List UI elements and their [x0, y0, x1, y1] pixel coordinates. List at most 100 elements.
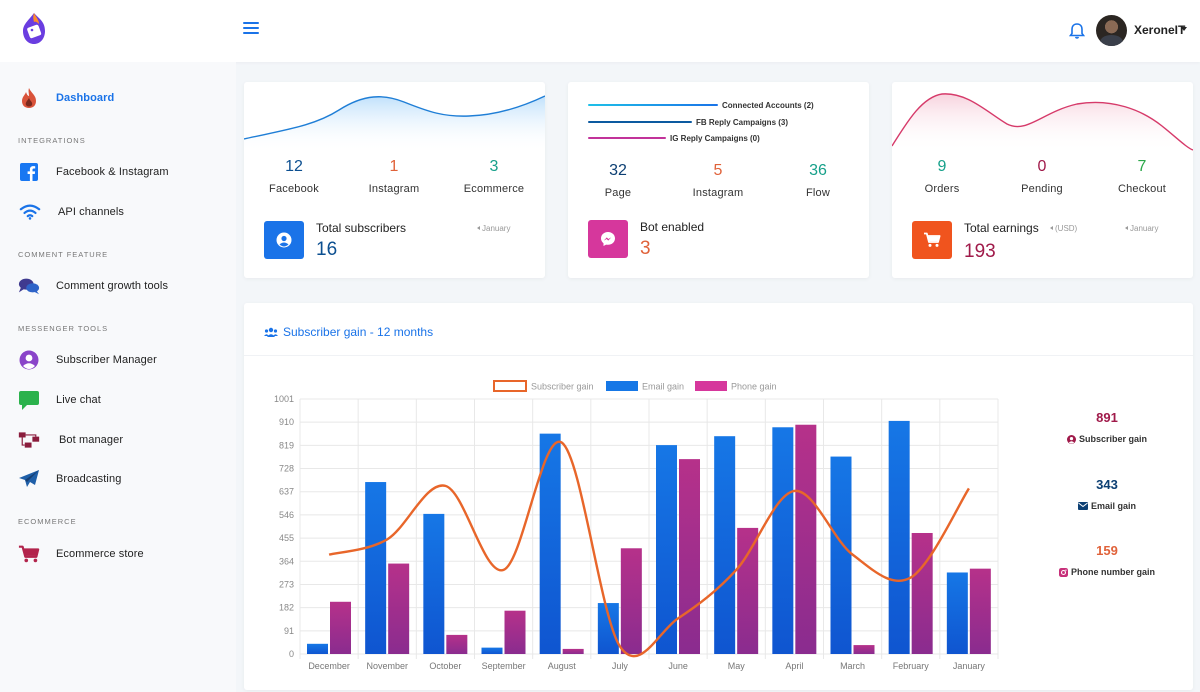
instagram-label: Instagram	[368, 183, 420, 195]
sidebar-item-live-chat[interactable]: Live chat	[0, 386, 236, 416]
x-tick-label: May	[728, 661, 746, 671]
menu-toggle-icon[interactable]	[243, 22, 259, 36]
sidebar-item-label: Broadcasting	[56, 473, 122, 485]
x-tick-label: December	[308, 661, 350, 671]
phone-gain-bar	[446, 634, 468, 654]
currency-label[interactable]: (USD)	[1050, 224, 1077, 233]
email-gain-bar	[772, 427, 794, 654]
flow-chart-icon	[18, 429, 40, 451]
subscriber-gain-caption: Subscriber gain	[1037, 434, 1177, 444]
earnings-trend-sparkline	[892, 93, 1193, 152]
y-tick-label: 0	[289, 649, 294, 659]
user-menu-caret-icon[interactable]	[1181, 27, 1187, 31]
x-tick-label: March	[840, 661, 865, 671]
phone-gain-bar	[737, 527, 759, 654]
flow-label: Flow	[805, 187, 831, 199]
x-tick-label: August	[548, 661, 577, 671]
instagram-label: Instagram	[692, 187, 744, 199]
x-tick-label: February	[893, 661, 930, 671]
notification-bell-icon[interactable]	[1069, 22, 1085, 40]
sidebar-item-api-channels[interactable]: API channels	[0, 198, 236, 228]
sidebar: Dashboard INTEGRATIONS Facebook & Instag…	[0, 62, 236, 692]
pending-label: Pending	[1021, 183, 1063, 195]
checkout-label: Checkout	[1117, 183, 1167, 195]
sidebar-item-label: Comment growth tools	[56, 280, 169, 292]
email-gain-bar	[946, 572, 968, 654]
wifi-icon	[19, 201, 41, 223]
panel-divider	[244, 355, 1193, 356]
email-gain-total: 343	[1096, 477, 1118, 492]
page-label: Page	[604, 187, 632, 199]
legend-fb-campaigns: FB Reply Campaigns (3)	[588, 117, 788, 127]
y-tick-label: 273	[279, 579, 294, 589]
email-gain-caption: Email gain	[1037, 501, 1177, 511]
cart-badge-icon	[912, 221, 952, 259]
subscribers-trend-sparkline	[244, 95, 545, 152]
phone-gain-bar	[330, 601, 351, 654]
subscriber-gain-total: 891	[1096, 410, 1118, 425]
chat-bubble-icon	[18, 389, 40, 411]
sidebar-item-ecommerce-store[interactable]: Ecommerce store	[0, 540, 236, 570]
phone-gain-bar	[795, 424, 817, 654]
comments-icon	[18, 275, 40, 297]
sidebar-item-label: API channels	[58, 206, 125, 218]
total-subscribers-label: Total subscribers	[316, 221, 407, 235]
instagram-count: 1	[389, 158, 399, 175]
page-count: 32	[609, 162, 627, 179]
subscribers-card: 12 Facebook 1 Instagram 3 Ecommerce Tota…	[244, 82, 545, 278]
y-tick-label: 455	[279, 533, 294, 543]
subscriber-gain-chart: 0 91 182 273 364 455 546 637 728 819 910 1001 Decemb…	[274, 380, 999, 671]
x-tick-label: October	[429, 661, 461, 671]
total-earnings-label: Total earnings	[964, 221, 1039, 235]
phone-gain-bar	[911, 532, 933, 654]
email-gain-bar	[830, 456, 852, 654]
sidebar-item-label: Subscriber Manager	[56, 354, 157, 366]
sidebar-item-label: Ecommerce store	[56, 548, 144, 560]
envelope-icon	[1077, 502, 1088, 510]
month-filter[interactable]: January	[1125, 224, 1158, 233]
flow-count: 36	[809, 162, 827, 179]
sidebar-item-label: Dashboard	[56, 92, 115, 104]
pending-count: 0	[1037, 158, 1047, 175]
messenger-badge-icon	[588, 220, 628, 258]
y-tick-label: 819	[279, 440, 294, 450]
app-logo[interactable]	[18, 12, 50, 46]
user-name[interactable]: XeroneIT	[1134, 23, 1186, 37]
phone-gain-bar	[969, 568, 991, 654]
total-subscribers-value: 16	[316, 239, 338, 260]
subscriber-gain-line	[328, 440, 970, 658]
phone-gain-total: 159	[1096, 543, 1118, 558]
sidebar-heading-integrations: INTEGRATIONS	[18, 136, 86, 145]
user-avatar[interactable]	[1096, 15, 1127, 46]
sidebar-item-facebook-instagram[interactable]: Facebook & Instagram	[0, 158, 236, 188]
phone-gain-bar	[679, 459, 700, 654]
sidebar-item-broadcasting[interactable]: Broadcasting	[0, 465, 236, 495]
y-tick-label: 546	[279, 510, 294, 520]
legend-label: Connected Accounts (2)	[722, 100, 814, 110]
phone-gain-bar	[853, 645, 875, 654]
sidebar-item-dashboard[interactable]: Dashboard	[0, 84, 236, 114]
x-tick-label: July	[612, 661, 629, 671]
email-gain-bar	[597, 603, 619, 654]
email-gain-bar	[714, 436, 736, 654]
sidebar-heading-comment: COMMENT FEATURE	[18, 250, 109, 259]
user-circle-icon	[18, 349, 40, 371]
fire-icon	[18, 87, 40, 109]
users-icon	[264, 327, 278, 337]
orders-label: Orders	[924, 183, 960, 195]
subscriber-badge-icon	[264, 221, 304, 259]
sidebar-item-subscriber-manager[interactable]: Subscriber Manager	[0, 346, 236, 376]
y-tick-label: 1001	[274, 394, 294, 404]
email-gain-bar	[423, 513, 445, 654]
email-gain-bar	[365, 482, 387, 654]
month-filter[interactable]: January	[477, 224, 510, 233]
phone-gain-bar	[620, 548, 642, 654]
phone-gain-bar	[504, 610, 526, 654]
y-tick-label: 728	[279, 464, 294, 474]
sidebar-item-bot-manager[interactable]: Bot manager	[0, 426, 236, 456]
y-tick-label: 910	[279, 417, 294, 427]
legend-swatch-phone	[695, 381, 727, 391]
sidebar-item-comment-growth[interactable]: Comment growth tools	[0, 272, 236, 302]
legend-label: Email gain	[642, 382, 684, 392]
sidebar-item-label: Facebook & Instagram	[56, 166, 169, 178]
